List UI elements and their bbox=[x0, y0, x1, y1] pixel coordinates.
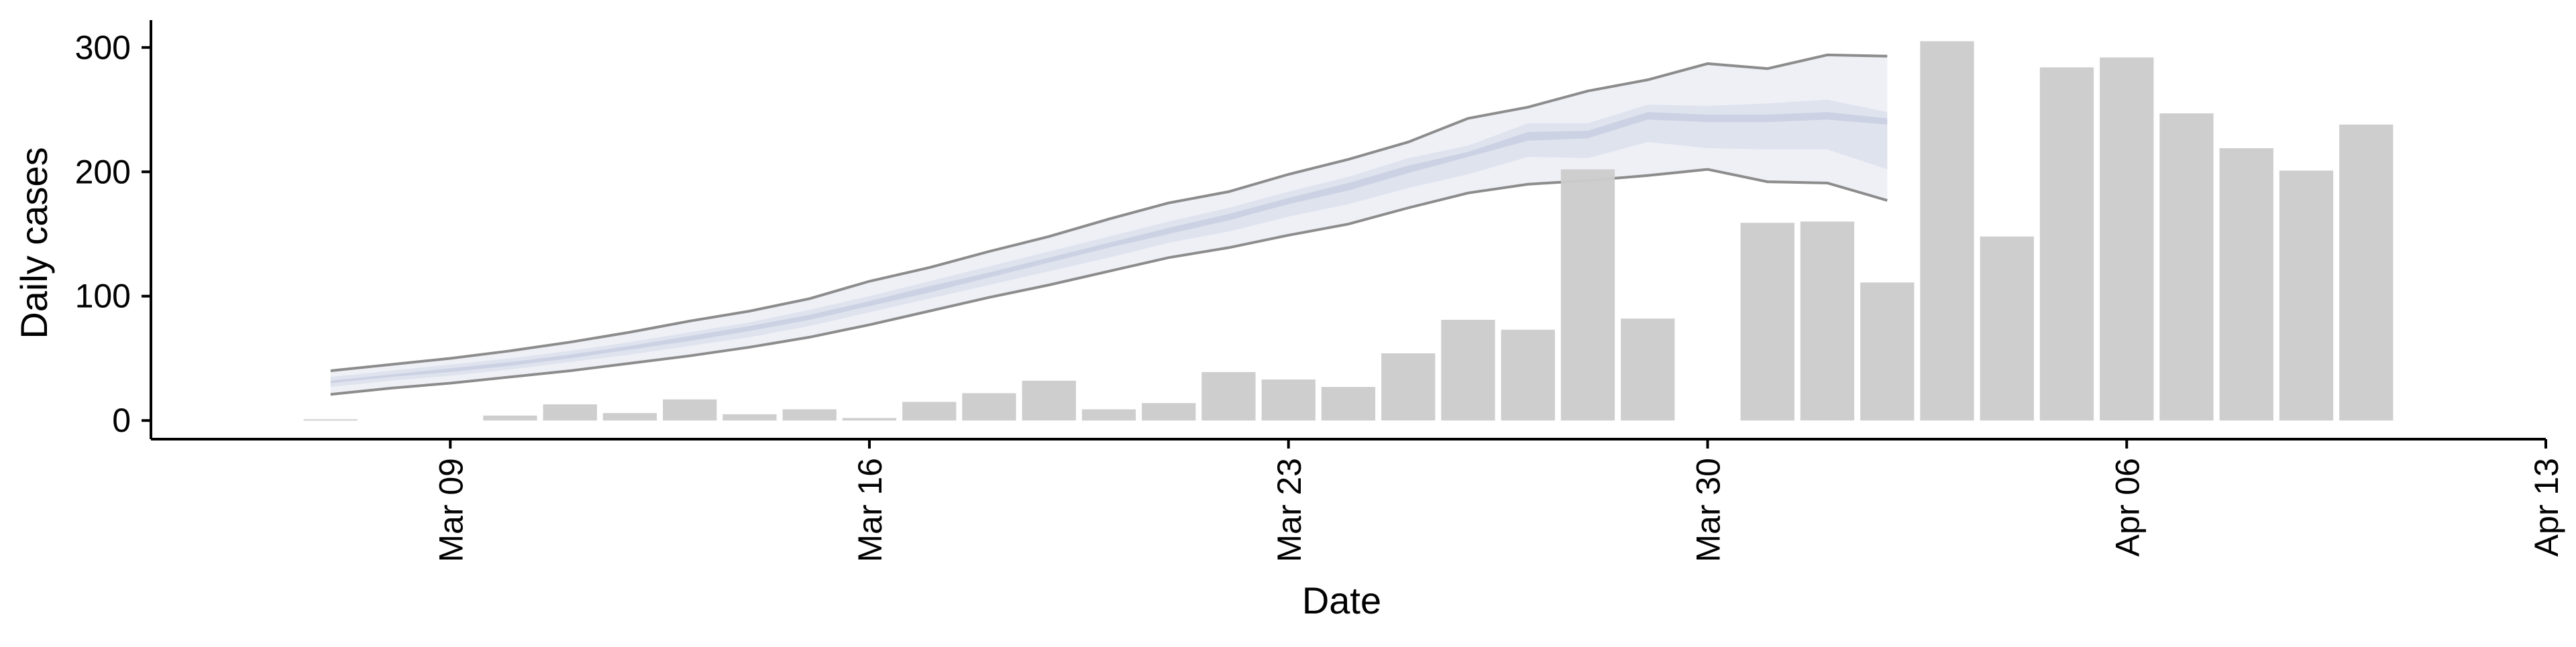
bar-2020-03-13 bbox=[663, 399, 717, 421]
bar-2020-03-10 bbox=[483, 415, 537, 421]
bar-2020-04-08 bbox=[2219, 148, 2273, 421]
bar-2020-03-26 bbox=[1441, 320, 1495, 421]
y-ticks: 0 100 200 300 bbox=[75, 29, 151, 439]
bar-2020-03-20 bbox=[1081, 409, 1136, 421]
bar-2020-04-05 bbox=[2039, 67, 2094, 421]
x-tick-label: Apr 13 bbox=[2528, 458, 2565, 556]
bar-2020-03-12 bbox=[602, 413, 657, 421]
x-tick-label: Mar 30 bbox=[1690, 458, 1727, 563]
bar-2020-04-09 bbox=[2279, 170, 2334, 421]
bar-2020-03-14 bbox=[722, 414, 777, 421]
bar-2020-03-11 bbox=[543, 404, 597, 421]
bar-2020-03-17 bbox=[902, 402, 957, 421]
bar-2020-04-03 bbox=[1920, 41, 1974, 421]
bar-2020-03-23 bbox=[1261, 379, 1316, 421]
x-tick-label: Mar 16 bbox=[851, 458, 889, 563]
bar-2020-04-10 bbox=[2339, 124, 2394, 421]
estimate-band-layer bbox=[330, 53, 1888, 396]
bar-2020-03-29 bbox=[1621, 318, 1675, 421]
bar-2020-04-04 bbox=[1980, 236, 2034, 421]
bar-2020-03-22 bbox=[1201, 371, 1256, 421]
bar-2020-03-24 bbox=[1321, 387, 1376, 421]
y-tick-label: 0 bbox=[112, 402, 131, 439]
bar-2020-03-19 bbox=[1022, 380, 1076, 421]
bar-2020-03-27 bbox=[1501, 329, 1555, 421]
x-tick-label: Mar 23 bbox=[1271, 458, 1308, 563]
bar-2020-04-07 bbox=[2159, 113, 2214, 421]
y-tick-label: 300 bbox=[75, 29, 131, 66]
axis-layer bbox=[150, 20, 2546, 440]
x-tick-label: Apr 06 bbox=[2108, 458, 2146, 556]
bar-2020-03-16 bbox=[842, 418, 897, 421]
bar-2020-03-07 bbox=[303, 419, 358, 421]
bar-layer bbox=[303, 41, 2394, 421]
bar-2020-03-21 bbox=[1142, 403, 1196, 421]
estimate-upper-line bbox=[330, 53, 1888, 372]
x-tick-label: Mar 09 bbox=[432, 458, 470, 563]
bar-2020-04-06 bbox=[2100, 57, 2154, 421]
y-tick-label: 100 bbox=[75, 278, 131, 315]
bar-2020-03-28 bbox=[1560, 169, 1615, 421]
bar-2020-03-31 bbox=[1740, 223, 1794, 421]
y-axis-title: Daily cases bbox=[13, 147, 55, 339]
bar-2020-04-01 bbox=[1800, 221, 1855, 421]
estimate-lower-line bbox=[330, 168, 1888, 396]
bar-2020-04-02 bbox=[1860, 282, 1915, 421]
x-ticks: Mar 09 Mar 16 Mar 23 Mar 30 Apr 06 Apr 13 bbox=[432, 439, 2565, 563]
x-axis-title: Date bbox=[1302, 579, 1381, 622]
bar-2020-03-18 bbox=[962, 393, 1016, 421]
estimate-band-20 bbox=[330, 112, 1888, 384]
bar-2020-03-25 bbox=[1381, 353, 1436, 421]
bar-2020-03-15 bbox=[782, 409, 837, 421]
y-tick-label: 200 bbox=[75, 153, 131, 190]
